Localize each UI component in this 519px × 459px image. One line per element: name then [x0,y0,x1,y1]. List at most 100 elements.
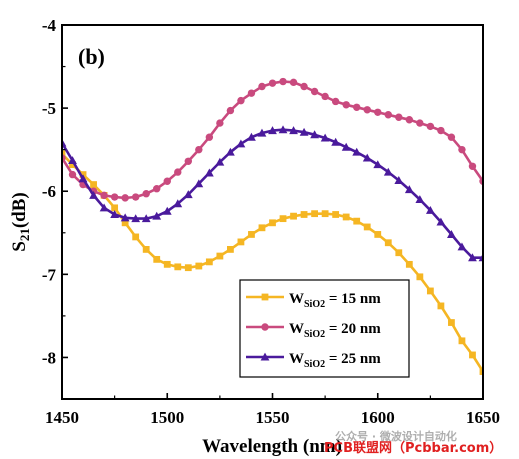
legend-label-main-2: W [289,351,304,367]
data-point-s2-4 [99,203,109,212]
x-tick-label-4: 1650 [466,408,500,427]
data-point-s2-14 [204,168,214,177]
data-point-s0-20 [269,219,276,227]
data-point-s0-16 [227,246,234,253]
data-point-s2-23 [299,127,309,136]
data-point-s1-30 [374,108,382,116]
data-point-s1-37 [447,133,456,141]
data-point-s2-17 [236,139,246,148]
data-point-s2-34 [415,195,425,204]
data-point-s0-27 [342,213,350,221]
data-point-s0-8 [142,246,150,253]
panel-label: (b) [78,44,105,69]
data-point-s2-15 [215,157,225,166]
data-point-s2-12 [183,190,193,199]
x-tick-label-2: 1550 [256,408,290,427]
data-point-s1-11 [174,168,182,176]
data-point-s0-30 [374,231,382,238]
legend-label-rest-2: = 25 nm [325,351,381,367]
data-point-s0-15 [216,252,224,260]
data-point-s2-21 [278,125,288,134]
data-point-s2-5 [110,210,120,219]
data-point-s0-26 [332,211,340,218]
data-point-s1-21 [279,77,287,86]
data-point-s1-23 [300,82,308,91]
data-point-s1-31 [384,111,392,119]
data-point-s0-11 [174,263,182,271]
series-1 [62,77,483,202]
data-point-s0-36 [437,302,445,310]
data-point-s2-7 [131,214,141,223]
ticks-layer: 1450 1500 1550 1600 1650 -4 -5 -6 -7 -8 [42,16,500,427]
data-point-s1-5 [110,193,119,201]
y-axis-label: S21(dB) [9,192,32,251]
data-point-s1-8 [142,190,150,198]
data-point-s0-28 [353,217,361,225]
watermark-line2: PCB联盟网（Pcbbar.com） [324,440,502,456]
data-point-s2-26 [331,137,341,146]
data-point-s0-34 [416,273,424,281]
data-point-s1-4 [100,191,108,200]
series-line-1 [62,80,483,200]
legend-marker-2 [260,352,270,361]
series-line-2 [62,128,483,260]
data-point-s0-31 [384,239,392,247]
y-axis-label-rest: (dB) [9,192,30,228]
legend-label-2: WSiO2 = 25 nm [289,351,381,370]
data-point-s1-1 [68,170,77,179]
data-point-s1-20 [268,79,277,87]
series-0 [62,150,483,375]
data-point-s0-14 [205,258,213,266]
legend-label-main-0: W [289,291,304,307]
data-point-s2-25 [320,133,330,142]
data-point-s2-20 [268,126,277,135]
legend-label-rest-1: = 20 nm [325,321,381,337]
data-point-s2-38 [457,242,467,251]
y-axis-label-sub: 21 [17,228,32,241]
data-point-s0-39 [469,351,476,359]
data-point-s1-10 [163,177,171,185]
data-point-s0-1 [69,161,76,169]
data-point-s1-26 [331,97,340,106]
data-point-s1-13 [195,145,203,154]
data-point-s2-3 [89,190,98,199]
data-point-s2-16 [226,147,235,156]
data-point-s2-19 [257,128,267,137]
x-axis-label: Wavelength (nm) [202,436,342,457]
data-point-s0-37 [448,319,455,326]
data-point-s2-9 [152,211,162,220]
data-point-s2-39 [468,253,477,262]
data-point-s0-7 [132,233,140,241]
data-point-s0-3 [90,181,97,188]
data-point-s0-9 [153,255,161,263]
data-point-s2-28 [352,147,362,156]
data-point-s2-31 [383,167,393,176]
data-point-s0-10 [163,260,171,268]
legend-label-sub-1: SiO2 [304,329,325,340]
y-tick-label-4: -8 [42,348,56,367]
data-point-s1-35 [426,122,435,131]
data-point-s2-8 [141,214,151,223]
data-point-s0-33 [405,260,413,268]
data-point-s1-34 [416,119,424,127]
y-tick-label-3: -7 [42,265,57,284]
data-point-s2-0 [62,138,67,147]
data-point-s0-25 [321,210,329,218]
legend-label-rest-0: = 15 nm [325,291,381,307]
data-point-s0-17 [237,238,245,246]
y-tick-label-0: -4 [42,16,57,35]
watermark: 公众号 · 微波设计自动化 PCB联盟网（Pcbbar.com） [324,429,502,456]
data-point-s1-25 [321,92,329,101]
data-point-s0-29 [363,223,371,231]
data-point-s0-24 [311,210,318,218]
data-point-s1-29 [363,106,371,114]
data-point-s2-37 [447,230,456,238]
data-point-s1-28 [353,103,361,111]
legend-label-sub-2: SiO2 [304,359,325,370]
data-point-s0-13 [195,262,203,270]
data-point-s1-32 [395,113,403,121]
data-point-s2-24 [310,130,319,139]
data-point-s2-36 [436,217,446,226]
data-point-s0-22 [290,212,297,220]
